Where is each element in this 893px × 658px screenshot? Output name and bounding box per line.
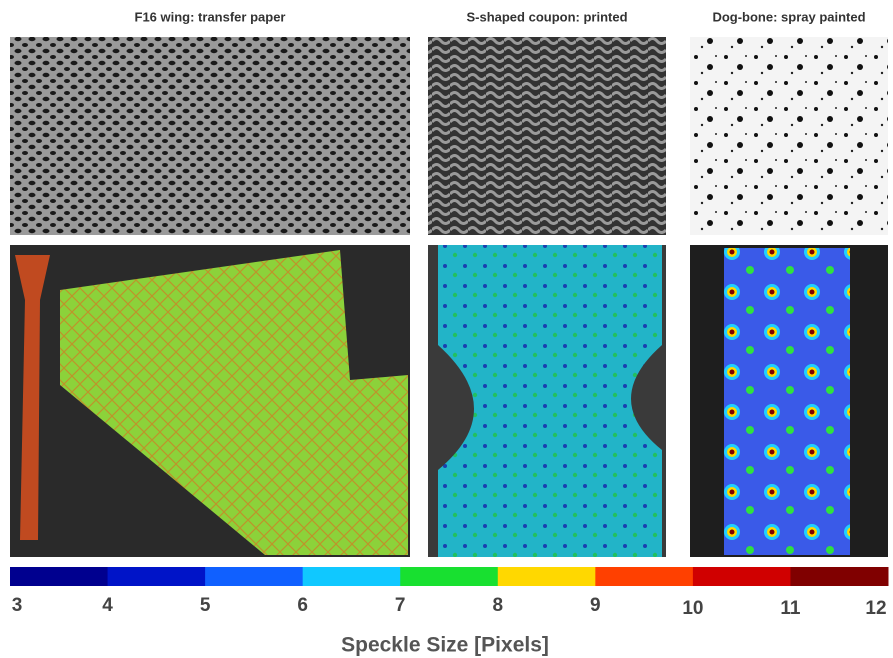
colorbar-segment bbox=[595, 567, 693, 586]
speckle-image bbox=[428, 37, 666, 235]
tick-label: 7 bbox=[395, 595, 406, 616]
tick-label: 5 bbox=[200, 595, 211, 616]
colorbar-segment bbox=[790, 567, 888, 586]
panel-title: Dog-bone: spray painted bbox=[712, 9, 865, 24]
panel-title: S-shaped coupon: printed bbox=[466, 9, 627, 24]
colorbar-segment bbox=[693, 567, 791, 586]
colorbar-segment bbox=[108, 567, 206, 586]
speckle-map bbox=[10, 245, 410, 557]
figure: F16 wing: transfer paper S-shaped coupon… bbox=[0, 0, 893, 658]
speckle-map bbox=[690, 245, 888, 557]
colorbar-segment bbox=[10, 567, 108, 586]
colorbar-segment bbox=[400, 567, 498, 586]
colorbar-segment bbox=[498, 567, 596, 586]
tick-label: 9 bbox=[590, 595, 601, 616]
speckle-image bbox=[690, 37, 888, 235]
colorbar-segment bbox=[303, 567, 401, 586]
colorbar-label: Speckle Size [Pixels] bbox=[341, 634, 549, 657]
tick-label: 8 bbox=[492, 595, 503, 616]
speckle-map bbox=[428, 245, 666, 557]
tick-label: 4 bbox=[102, 595, 113, 616]
panel-title: F16 wing: transfer paper bbox=[135, 9, 286, 24]
colorbar-segment bbox=[205, 567, 303, 586]
tick-label: 6 bbox=[297, 595, 308, 616]
colorbar: 3 4 5 6 7 8 9 10 11 12 bbox=[10, 567, 889, 619]
speckle-image bbox=[10, 37, 410, 235]
tick-label: 3 bbox=[12, 595, 23, 616]
tick-label: 11 bbox=[780, 598, 801, 619]
tick-label: 10 bbox=[682, 598, 703, 619]
tick-label: 12 bbox=[865, 598, 886, 619]
